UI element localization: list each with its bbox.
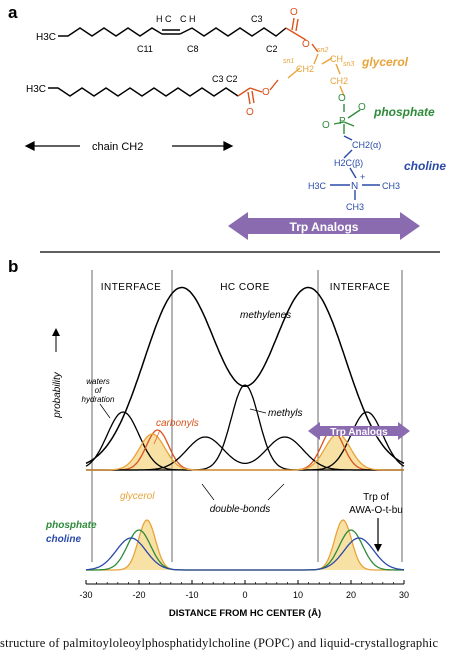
phosphate-o-right: O: [358, 102, 366, 113]
chain2-c2: C2: [226, 74, 238, 84]
glycerol-backbone: [287, 53, 345, 97]
glycerol-fill: [86, 520, 404, 570]
x-tick-label: -10: [185, 590, 198, 600]
glycerol-sn1: sn1: [283, 58, 294, 65]
chain1-ch: C H: [180, 14, 196, 24]
chain-ch2-label: chain CH2: [92, 141, 143, 153]
x-tick-label: 0: [242, 590, 247, 600]
carbonyls-leader: [153, 429, 161, 445]
x-tick-label: 30: [399, 590, 409, 600]
waters-leader: [99, 403, 111, 419]
y-axis-label: probability: [52, 371, 63, 419]
y-axis-arrowhead: [52, 328, 60, 336]
trp-analogs-fill: [86, 434, 404, 470]
trp-analogs-arrow: Trp Analogs: [228, 212, 420, 240]
trp-analogs-curve: [86, 433, 404, 471]
x-axis-label: DISTANCE FROM HC CENTER (Å): [169, 608, 321, 619]
chain1-c11: C11: [137, 44, 153, 54]
trp-analogs-box: Trp Analogs: [308, 422, 410, 440]
chain1-c3: C3: [251, 14, 263, 24]
glycerol-label: glycerol: [361, 55, 409, 69]
panel-b-label: b: [8, 257, 18, 276]
choline-plot-label: choline: [46, 534, 81, 545]
choline-h2c-beta: H2C(β): [334, 158, 363, 168]
chain1-c2: C2: [266, 44, 278, 54]
chain1-hc: H C: [156, 14, 172, 24]
chain2-h3c: H3C: [26, 84, 46, 95]
waters-label-3: hydration: [82, 395, 115, 404]
choline-label: choline: [404, 159, 446, 173]
ester2-o-single: O: [262, 87, 270, 98]
glycerol-sn3: sn3: [343, 61, 354, 68]
awa-label: AWA-O-t-bu: [349, 505, 403, 516]
figure-caption: structure of palmitoyloleoylphosphatidyl…: [0, 636, 439, 650]
trp-analogs-box-label: Trp Analogs: [330, 427, 388, 438]
double-bonds-leader-left: [201, 483, 215, 501]
methyls-label: methyls: [268, 408, 302, 419]
phosphate-o-left: O: [322, 120, 330, 131]
choline-h3c: H3C: [308, 181, 327, 191]
x-tick-label: 20: [346, 590, 356, 600]
figure: a H3C H C C H C11 C8 C3 C2 O O H3C C3 C2…: [8, 3, 446, 619]
glycerol-ch: CH: [330, 54, 343, 64]
region-hc-core: HC CORE: [220, 282, 270, 293]
ester1-o-double: O: [290, 7, 298, 18]
choline-group: [330, 135, 380, 200]
choline-n: N: [351, 181, 358, 192]
x-tick-label: -20: [132, 590, 145, 600]
trp-of-label: Trp of: [363, 492, 389, 503]
probability-plot: INTERFACE HC CORE INTERFACE probability …: [45, 270, 410, 619]
glycerol-ch2-a: CH2: [296, 64, 314, 74]
methylenes-label: methylenes: [240, 310, 291, 321]
methylenes-curve: [85, 286, 405, 464]
chain1-h3c: H3C: [36, 32, 56, 43]
double-bonds-leader-right: [267, 483, 285, 501]
ester2-o-double: O: [246, 107, 254, 118]
chain-arrow: [24, 141, 234, 151]
phosphate-p: P: [339, 116, 346, 127]
double-bonds-label: double-bonds: [210, 504, 271, 515]
double-bonds-curve: [86, 436, 404, 471]
oleoyl-chain: [58, 27, 287, 37]
ester-1: [285, 17, 319, 53]
phosphate-plot-label: phosphate: [45, 520, 97, 531]
choline-ch2-alpha: CH2(α): [352, 140, 381, 150]
choline-ch3-right: CH3: [382, 181, 400, 191]
phosphate-group: [333, 104, 361, 134]
phosphate-o-top: O: [338, 93, 346, 104]
ester1-o-single: O: [302, 39, 310, 50]
x-tick-label: -30: [79, 590, 92, 600]
chain1-c8: C8: [187, 44, 199, 54]
trp-analogs-label: Trp Analogs: [290, 220, 359, 234]
waters-label-2: of: [95, 386, 102, 395]
glycerol-plot-label: glycerol: [120, 491, 155, 502]
choline-ch3-bottom: CH3: [346, 202, 364, 212]
region-interface-right: INTERFACE: [330, 282, 391, 293]
phosphate-label: phosphate: [373, 105, 435, 119]
choline-plus: +: [360, 172, 365, 182]
palmitoyl-chain: [48, 87, 239, 97]
chain2-c3: C3: [212, 74, 224, 84]
region-interface-left: INTERFACE: [101, 282, 162, 293]
choline-curve: [85, 537, 405, 571]
glycerol-ch2-b: CH2: [330, 76, 348, 86]
ester-2: [237, 79, 279, 105]
x-tick-label: 10: [293, 590, 303, 600]
glycerol-sn2: sn2: [317, 47, 328, 54]
panel-a-label: a: [8, 3, 18, 22]
carbonyls-label: carbonyls: [156, 418, 199, 429]
methyls-leader: [249, 408, 267, 414]
trp-of-arrowhead: [374, 544, 382, 552]
waters-label-1: waters: [86, 377, 110, 386]
